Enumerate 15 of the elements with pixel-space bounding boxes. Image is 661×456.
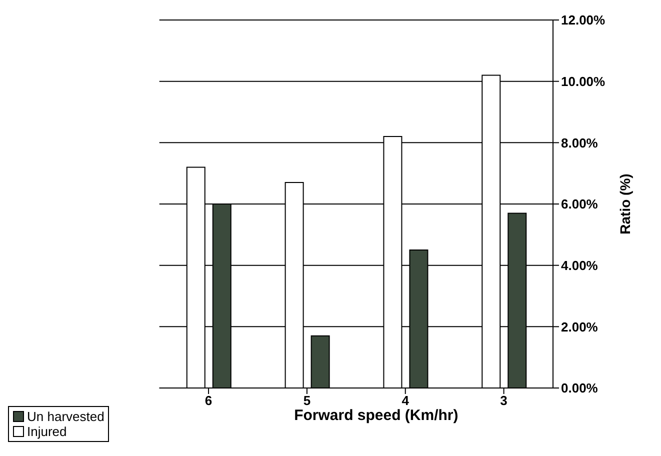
y-tick-label: 6.00% [561,196,598,212]
y-tick-label: 10.00% [561,74,606,89]
x-tick-label: 5 [303,393,311,408]
y-tick-label: 12.00% [561,12,606,28]
y-tick-label: 8.00% [561,135,598,150]
legend-label: Injured [26,424,68,439]
legend-label: Un harvested [26,409,104,424]
x-tick-label: 3 [500,393,508,408]
y-tick-label: 0.00% [561,380,598,396]
y-tick-label: 4.00% [561,258,598,273]
y-axis-title: Ratio (%) [616,174,633,234]
x-tick-label: 6 [204,393,212,408]
x-tick-label: 4 [402,393,410,408]
x-axis-title: Forward speed (Km/hr) [294,407,458,424]
y-tick-label: 2.00% [561,319,598,334]
